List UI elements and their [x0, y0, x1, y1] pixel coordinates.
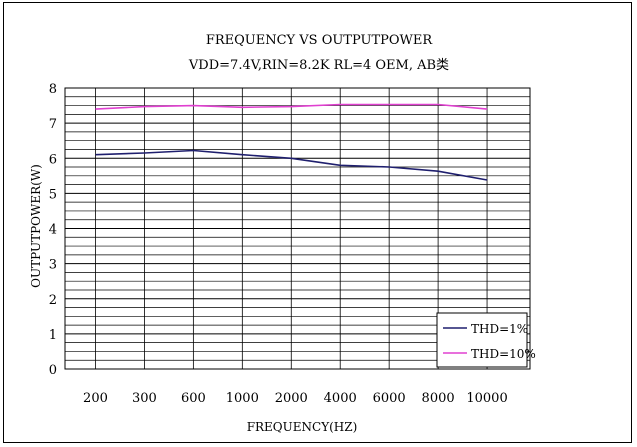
chart-frame: FREQUENCY VS OUTPUTPOWER VDD=7.4V,RIN=8.… [3, 2, 632, 443]
legend-label: THD=1% [471, 322, 528, 336]
plot-area [64, 87, 531, 370]
y-tick-label: 8 [49, 82, 57, 97]
y-tick-label: 6 [49, 152, 57, 167]
y-tick-label: 5 [49, 187, 57, 202]
y-tick-label: 1 [49, 328, 57, 343]
grid-lines [65, 87, 530, 370]
x-tick-label: 600 [181, 391, 206, 406]
legend-box [436, 312, 528, 368]
series-lines [95, 103, 488, 181]
x-axis-label: FREQUENCY(HZ) [247, 420, 358, 434]
y-tick-label: 3 [49, 258, 57, 273]
series-line-1 [95, 149, 488, 181]
x-tick-label: 1000 [226, 391, 259, 406]
y-tick-label: 2 [49, 293, 57, 308]
x-tick-label: 4000 [324, 391, 357, 406]
x-tick-label: 200 [83, 391, 108, 406]
y-tick-label: 4 [49, 223, 57, 238]
x-tick-label: 300 [132, 391, 157, 406]
y-tick-label: 7 [49, 117, 57, 132]
legend-label: THD=10% [471, 347, 536, 361]
plot-border [64, 87, 531, 370]
y-axis-label: OUTPUTPOWER(W) [29, 164, 43, 288]
x-tick-label: 8000 [422, 391, 455, 406]
x-tick-label: 6000 [373, 391, 406, 406]
legend: THD=1% THD=10% [436, 312, 536, 368]
x-tick-label: 10000 [466, 391, 507, 406]
y-tick-label: 0 [49, 363, 57, 378]
chart-title: FREQUENCY VS OUTPUTPOWER [206, 33, 434, 48]
series-line-2 [95, 103, 488, 110]
y-tick-labels: 0 1 2 3 4 5 6 7 8 [49, 82, 57, 378]
x-tick-labels: 200 300 600 1000 2000 4000 6000 8000 10000 [83, 391, 508, 406]
chart-subtitle: VDD=7.4V,RIN=8.2K RL=4 OEM, AB类 [188, 58, 449, 73]
x-tick-label: 2000 [275, 391, 308, 406]
frequency-output-power-chart: FREQUENCY VS OUTPUTPOWER VDD=7.4V,RIN=8.… [29, 33, 536, 434]
